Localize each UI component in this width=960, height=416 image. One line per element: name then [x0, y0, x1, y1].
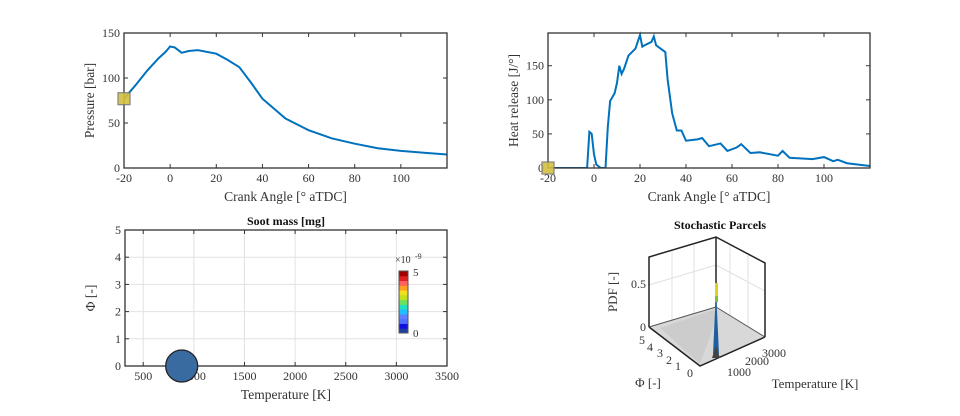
colorbar-segment	[399, 285, 408, 291]
xlabel: Temperature [K]	[772, 376, 859, 391]
soot-mass-plot: 500100015002000250030003500012345Tempera…	[83, 214, 459, 402]
x-tick-label: 1500	[232, 369, 256, 383]
scatter-point	[165, 349, 199, 383]
x-tick-label: 80	[349, 171, 361, 185]
y-tick-label: 5	[115, 223, 121, 237]
colorbar-segment	[399, 290, 408, 296]
axes-box	[547, 32, 871, 169]
y-tick-label: 150	[526, 59, 544, 73]
plot4-title: Stochastic Parcels	[674, 218, 766, 232]
colorbar-segment	[399, 299, 408, 305]
x-tick-label: 80	[772, 171, 784, 185]
floor-shade	[660, 309, 716, 364]
colorbar-segment	[399, 280, 408, 286]
x-tick-label: 100	[815, 171, 833, 185]
y-tick-label: 50	[532, 127, 544, 141]
ytick: 5	[639, 333, 645, 347]
ztick: 0	[640, 320, 646, 334]
x-tick-label: 2000	[283, 369, 307, 383]
x-tick-label: 60	[726, 171, 738, 185]
colorbar-exponent: ×10	[395, 255, 411, 266]
x-tick-label: -20	[116, 171, 132, 185]
y-tick-label: 3	[115, 277, 121, 291]
colorbar-frame	[398, 270, 409, 334]
current-angle-marker	[117, 92, 131, 106]
x-tick-label: 0	[167, 171, 173, 185]
grid-3d	[648, 243, 766, 327]
y-tick-label: 50	[108, 116, 120, 130]
colorbar-segment	[399, 328, 408, 334]
y-tick-label: 1	[115, 332, 121, 346]
colorbar-segment	[399, 304, 408, 310]
x-tick-label: 40	[256, 171, 268, 185]
y-tick-label: 100	[102, 71, 120, 85]
x-tick-label: 3000	[384, 369, 408, 383]
data-line	[548, 31, 870, 168]
pdf-peak-top	[715, 283, 718, 297]
x-tick-label: 3500	[435, 369, 459, 383]
colorbar-segment	[399, 294, 408, 301]
ytick: 1	[675, 359, 681, 373]
x-tick-label: 40	[680, 171, 692, 185]
data-line	[124, 45, 447, 156]
colorbar-segment	[399, 313, 408, 320]
y-tick-label: 150	[102, 26, 120, 40]
x-tick-label: 0	[591, 171, 597, 185]
y-tick-label: 100	[526, 93, 544, 107]
x-axis-label: Temperature [K]	[241, 387, 331, 402]
x-tick-label: 2500	[334, 369, 358, 383]
x-tick-label: 100	[392, 171, 410, 185]
y-tick-label: 2	[115, 305, 121, 319]
axes-box	[123, 32, 448, 169]
axes-box	[124, 229, 448, 367]
x-axis-label: Crank Angle [° aTDC]	[648, 189, 771, 204]
x-tick-label: 20	[210, 171, 222, 185]
pdf-peak-mid	[715, 296, 718, 302]
ytick: 2	[666, 353, 672, 367]
xtick: 3000	[762, 346, 786, 360]
ylabel: Φ [-]	[635, 375, 661, 390]
y-axis-label: Heat release [J/°]	[506, 54, 521, 147]
colorbar-segment	[399, 275, 408, 282]
colorbar-max-label: 5	[413, 267, 419, 279]
plot-title: Soot mass [mg]	[247, 214, 325, 228]
colorbar-segment	[399, 318, 408, 324]
colorbar-exponent-power: -9	[415, 252, 422, 261]
current-angle-marker	[541, 161, 555, 175]
y-tick-label: 4	[115, 250, 121, 264]
xtick: 1000	[727, 365, 751, 379]
ytick: 4	[647, 340, 653, 354]
colorbar-segment	[399, 271, 408, 277]
x-axis-label: Crank Angle [° aTDC]	[224, 189, 347, 204]
x-tick-label: 60	[303, 171, 315, 185]
xtick: 2000	[745, 354, 769, 368]
y-axis-label: Pressure [bar]	[82, 63, 97, 138]
pdf-peak	[713, 290, 719, 354]
axes-box-3d	[648, 236, 766, 367]
colorbar-segment	[399, 309, 408, 315]
x-tick-label: 20	[634, 171, 646, 185]
y-tick-label: 0	[115, 359, 121, 373]
stochastic-parcels-plot: Stochastic Parcels 0.5 0 5 4 3 2 1 0 100…	[605, 218, 858, 391]
ytick: 3	[657, 346, 663, 360]
pdf-peak-base	[712, 346, 720, 358]
ytick: 0	[687, 366, 693, 380]
zlabel: PDF [-]	[605, 272, 620, 312]
y-tick-label: 0	[114, 161, 120, 175]
y-axis-label: Φ [-]	[83, 285, 98, 312]
x-tick-label: 500	[134, 369, 152, 383]
colorbar-segment	[399, 323, 408, 329]
colorbar-min-label: 0	[413, 328, 419, 340]
y-tick-label: 0	[538, 161, 544, 175]
ztick: 0.5	[631, 277, 646, 291]
